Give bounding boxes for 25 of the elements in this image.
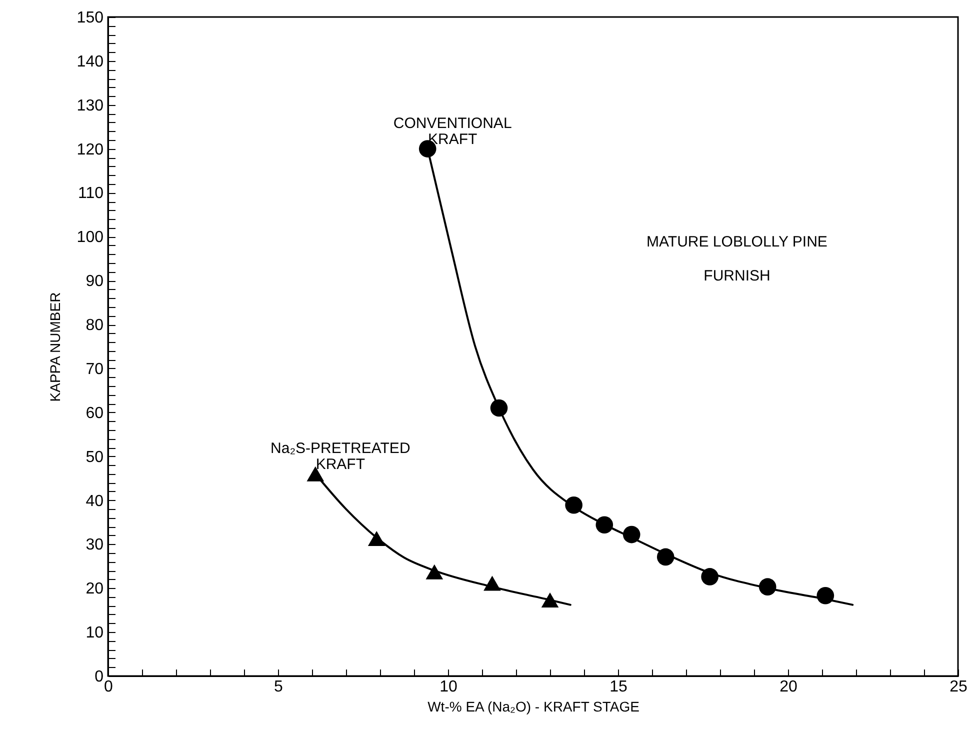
y-tick-label: 130 (76, 97, 104, 114)
series-label: CONVENTIONAL KRAFT (393, 114, 512, 148)
y-tick-label: 150 (76, 10, 104, 26)
y-tick-label: 30 (86, 536, 104, 554)
x-tick-label: 10 (440, 678, 458, 696)
y-tick-label: 110 (78, 185, 104, 202)
y-tick-label: 10 (86, 624, 104, 642)
x-tick-label: 15 (610, 678, 628, 696)
x-tick-label: 25 (950, 678, 968, 696)
y-tick-label: 50 (86, 448, 104, 466)
x-tick-label: 20 (780, 678, 798, 696)
y-tick-label: 40 (86, 492, 104, 510)
y-tick-label: 90 (86, 273, 104, 290)
y-tick-label: 120 (76, 141, 104, 158)
annotation: MATURE LOBLOLLY PINE FURNISH (646, 233, 828, 284)
series-label: Na₂S-PRETREATED KRAFT (270, 440, 410, 473)
y-tick-label: 80 (86, 317, 104, 334)
y-tick-label: 20 (86, 580, 104, 598)
y-tick-label: 70 (86, 360, 104, 378)
y-tick-label: 100 (76, 229, 104, 246)
y-tick-label: 60 (86, 404, 104, 422)
x-axis-title: Wt-% EA (Na₂O) - KRAFT STAGE (428, 698, 640, 714)
y-tick-label: 140 (76, 53, 104, 70)
y-axis-title: KAPPA NUMBER (46, 292, 63, 402)
x-tick-label: 5 (274, 678, 284, 696)
